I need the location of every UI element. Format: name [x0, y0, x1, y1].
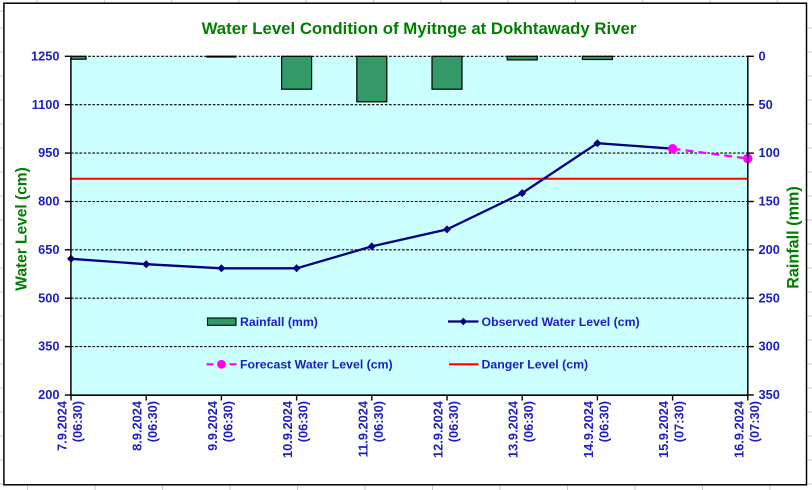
svg-text:1250: 1250	[31, 48, 59, 63]
svg-text:13.9.2024: 13.9.2024	[506, 400, 521, 458]
svg-text:200: 200	[759, 242, 780, 257]
svg-text:300: 300	[759, 339, 780, 354]
svg-text:16.9.2024: 16.9.2024	[731, 400, 746, 458]
svg-text:Danger Level (cm): Danger Level (cm)	[482, 358, 589, 372]
svg-text:12.9.2024: 12.9.2024	[431, 400, 446, 458]
svg-text:0: 0	[759, 48, 766, 63]
svg-text:950: 950	[38, 145, 59, 160]
svg-text:15.9.2024: 15.9.2024	[656, 400, 671, 458]
svg-text:250: 250	[759, 290, 780, 305]
svg-text:Rainfall (mm): Rainfall (mm)	[240, 315, 318, 329]
svg-text:350: 350	[38, 339, 59, 354]
svg-text:(06:30): (06:30)	[596, 401, 611, 442]
svg-text:(06:30): (06:30)	[220, 401, 235, 442]
svg-text:1100: 1100	[32, 97, 60, 112]
svg-text:Rainfall (mm): Rainfall (mm)	[784, 186, 802, 289]
svg-text:(07:30): (07:30)	[747, 401, 762, 442]
svg-text:(06:30): (06:30)	[296, 401, 311, 442]
svg-text:(06:30): (06:30)	[446, 401, 461, 442]
svg-text:9.9.2024: 9.9.2024	[205, 400, 220, 451]
svg-text:(06:30): (06:30)	[521, 401, 536, 442]
svg-text:200: 200	[38, 387, 59, 402]
svg-text:50: 50	[759, 97, 773, 112]
svg-text:100: 100	[759, 145, 780, 160]
svg-text:(06:30): (06:30)	[371, 401, 386, 442]
svg-text:650: 650	[38, 242, 59, 257]
svg-text:Forecast Water Level (cm): Forecast Water Level (cm)	[240, 358, 393, 372]
svg-text:7.9.2024: 7.9.2024	[55, 400, 70, 451]
svg-text:14.9.2024: 14.9.2024	[581, 400, 596, 458]
svg-text:10.9.2024: 10.9.2024	[280, 400, 295, 458]
svg-text:150: 150	[759, 194, 780, 209]
svg-text:Water Level Condition of Myitn: Water Level Condition of Myitnge at Dokh…	[202, 19, 637, 38]
svg-text:350: 350	[759, 387, 780, 402]
svg-text:11.9.2024: 11.9.2024	[355, 400, 370, 457]
svg-text:(06:30): (06:30)	[145, 401, 160, 442]
svg-text:Water Level (cm): Water Level (cm)	[14, 167, 31, 290]
svg-text:Observed Water Level (cm): Observed Water Level (cm)	[482, 315, 640, 329]
svg-text:(06:30): (06:30)	[70, 401, 85, 442]
svg-text:800: 800	[38, 194, 59, 209]
svg-text:8.9.2024: 8.9.2024	[130, 400, 145, 451]
svg-text:(07:30): (07:30)	[672, 401, 687, 442]
svg-text:500: 500	[38, 290, 59, 305]
